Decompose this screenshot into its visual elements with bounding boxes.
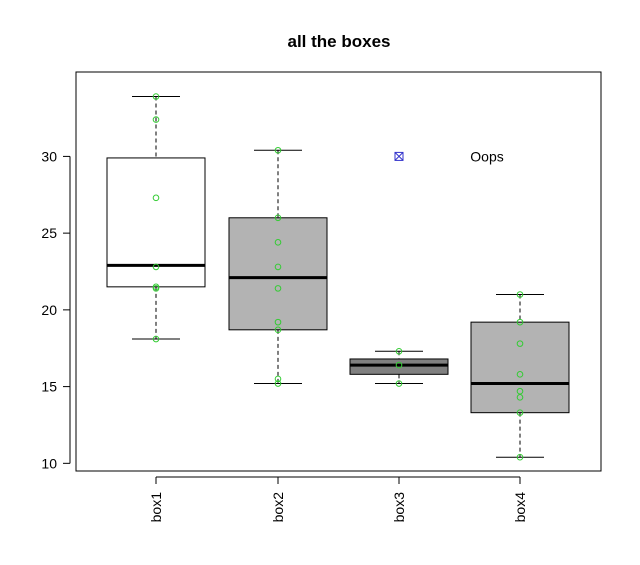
- oops-marker: [394, 151, 404, 161]
- data-point: [395, 380, 403, 387]
- data-point: [152, 194, 160, 202]
- data-point: [274, 375, 282, 383]
- data-point: [274, 214, 282, 222]
- marker-cross-b: [394, 152, 404, 161]
- data-point: [395, 361, 403, 369]
- data-point: [274, 146, 282, 154]
- x-tick-label: box1: [148, 492, 164, 523]
- data-point: [152, 93, 160, 100]
- box-body: [470, 321, 570, 414]
- data-point: [274, 318, 282, 326]
- data-point: [516, 409, 524, 416]
- data-point: [152, 116, 160, 123]
- annotation-layer: Oops: [394, 148, 504, 164]
- y-tick-label: 25: [41, 225, 57, 241]
- plot-frame: [75, 71, 602, 472]
- box-box2: [228, 149, 328, 385]
- data-point: [516, 453, 524, 461]
- box-box3: [349, 350, 449, 385]
- box-body: [228, 217, 328, 331]
- data-point: [274, 239, 282, 246]
- data-point: [274, 263, 282, 271]
- data-point: [274, 326, 282, 334]
- x-tick-label: box4: [512, 492, 528, 523]
- y-tick-label: 15: [41, 379, 57, 395]
- box-box1: [106, 96, 206, 340]
- data-point: [516, 340, 524, 347]
- data-point: [516, 318, 524, 326]
- data-point: [516, 291, 524, 298]
- data-point: [274, 285, 282, 292]
- data-point: [516, 394, 524, 401]
- y-tick-label: 10: [41, 455, 57, 471]
- y-tick-label: 20: [41, 302, 57, 318]
- data-point: [516, 387, 524, 395]
- box-box4: [470, 294, 570, 458]
- points-layer: [152, 93, 524, 461]
- x-tick-label: box2: [270, 492, 286, 523]
- x-axis: box1 box2 box3 box4: [148, 476, 528, 523]
- boxes-layer: [106, 96, 570, 458]
- data-point: [152, 283, 160, 291]
- annotation-text: Oops: [470, 148, 503, 164]
- box-body: [106, 157, 206, 288]
- y-axis: 10 15 20 25 30: [41, 148, 71, 471]
- data-point: [152, 263, 160, 271]
- y-tick-label: 30: [41, 148, 57, 164]
- box-body: [349, 358, 449, 375]
- marker-square: [394, 151, 404, 161]
- x-tick-label: box3: [391, 492, 407, 523]
- data-point: [395, 348, 403, 355]
- data-point: [516, 371, 524, 378]
- chart-title: all the boxes: [288, 32, 391, 51]
- data-point: [274, 380, 282, 387]
- data-point: [152, 335, 160, 343]
